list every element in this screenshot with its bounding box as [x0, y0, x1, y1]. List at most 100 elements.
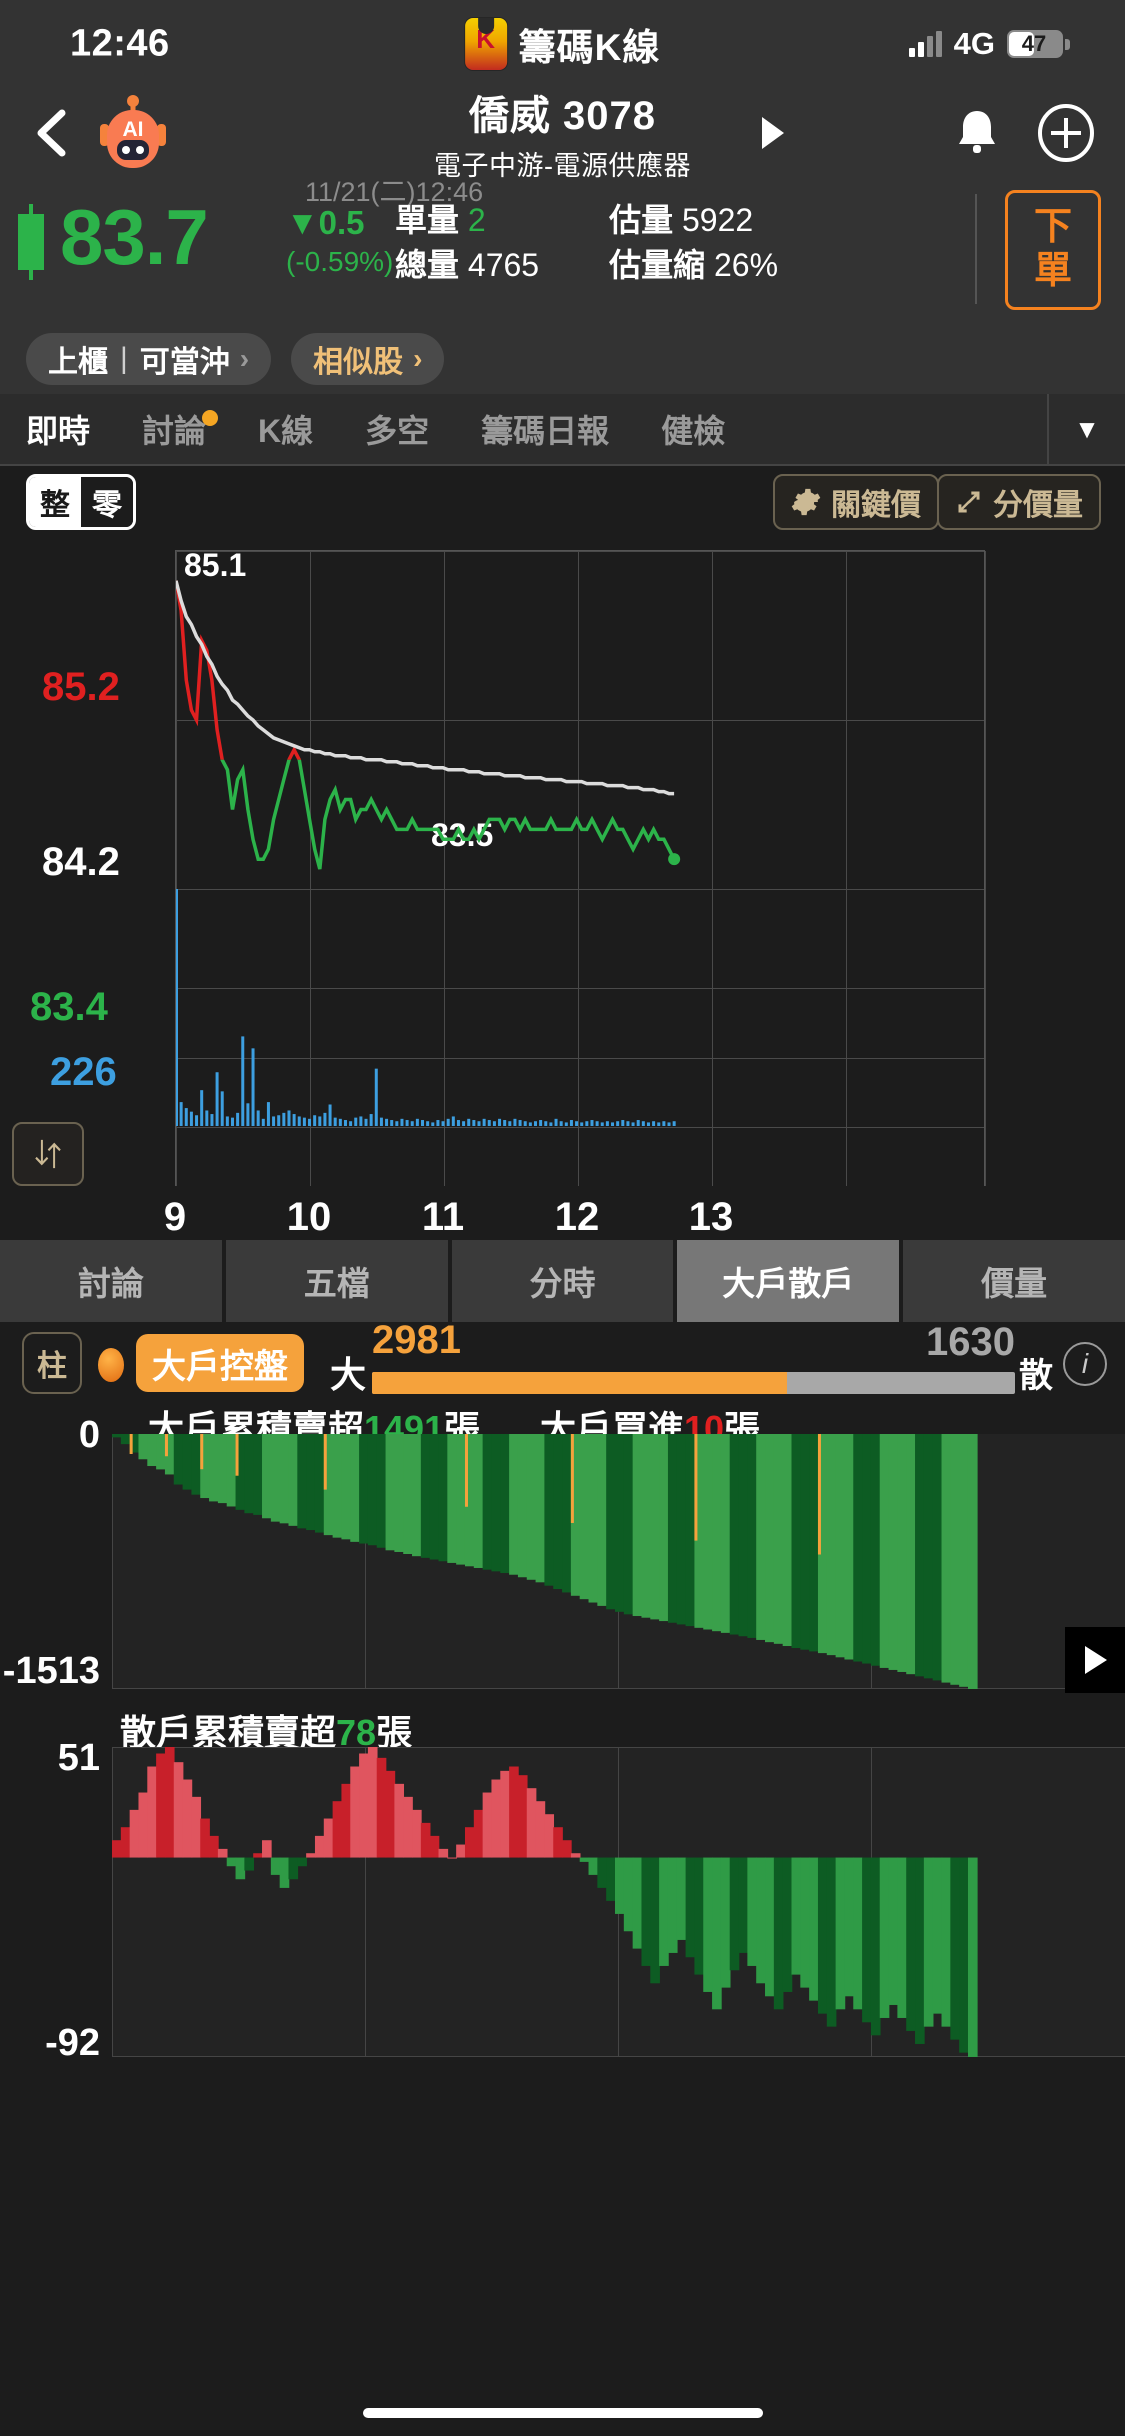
sub-tab-bar: 討論 五檔 分時 大戶散戶 價量 [0, 1240, 1125, 1322]
quote-stats: 單量 2 總量 4765 估量 5922 估量縮 26% [395, 198, 778, 289]
small-axis-top: 51 [57, 1737, 100, 1779]
add-to-watchlist-button[interactable] [1037, 104, 1095, 162]
order-button-label-2: 單 [1033, 250, 1072, 292]
quote-stats-col-2: 估量 5922 估量縮 26% [609, 198, 778, 289]
price-change-block: ▼0.5 (-0.59%) [286, 204, 393, 278]
nav-bar: AI 僑威 3078 電子中游-電源供應器 [0, 88, 1125, 181]
big-investor-control-pill[interactable]: 大戶控盤 [136, 1334, 304, 1392]
quote-panel: 83.7 ▼0.5 (-0.59%) 11/21(二)12:46 單量 2 總量… [0, 177, 1125, 324]
price-chart[interactable]: 83.4 84.2 85.2 226 85.1 83.5 9 10 11 [0, 540, 1125, 1240]
tag-similar-stocks[interactable]: 相似股 › [291, 333, 445, 385]
big-axis-top: 0 [78, 1414, 100, 1456]
ai-assistant-button[interactable]: AI [98, 94, 168, 172]
next-stock-button[interactable] [760, 113, 800, 153]
alert-button[interactable] [949, 105, 1005, 161]
tab-chip-daily[interactable]: 籌碼日報 [481, 413, 610, 449]
big-investor-plot[interactable] [112, 1434, 1125, 1689]
subtab-price-volume[interactable]: 價量 [903, 1240, 1125, 1322]
small-investor-plot[interactable] [112, 1747, 1125, 2057]
x-tick: 10 [286, 1195, 332, 1239]
key-price-label: 關鍵價 [831, 489, 921, 522]
price-change: ▼0.5 [286, 204, 365, 241]
chart-toolbar: 整 零 關鍵價 分價量 [0, 466, 1125, 540]
order-button-label-1: 下 [1033, 206, 1072, 249]
candle-indicator-icon [18, 204, 44, 280]
stat-row: 估量 5922 [609, 202, 754, 238]
expand-arrows-icon [958, 491, 980, 513]
big-axis-bottom: -1513 [2, 1650, 100, 1692]
x-tick: 13 [688, 1195, 734, 1239]
tab-longshort[interactable]: 多空 [365, 413, 430, 449]
axis-label-volume-max: 226 [50, 1050, 117, 1094]
tab-healthcheck[interactable]: 健檢 [661, 413, 726, 449]
big-side-label: 大 [330, 1354, 367, 1395]
order-button[interactable]: 下 單 [1005, 190, 1101, 310]
tag-market-label: 上櫃 [48, 346, 108, 379]
lot-type-segment[interactable]: 整 零 [26, 474, 136, 530]
tab-expand-button[interactable]: ▼ [1047, 394, 1125, 464]
status-led-icon [98, 1348, 124, 1382]
tag-separator: | [120, 342, 128, 375]
status-right-cluster: 4G 47 [908, 26, 1070, 62]
last-price: 83.7 [60, 193, 209, 281]
segment-odd-lot[interactable]: 零 [81, 477, 133, 527]
home-indicator [362, 2408, 763, 2418]
chevron-down-icon: ▼ [1074, 413, 1100, 444]
stat-row: 估量縮 26% [609, 247, 779, 284]
tab-instant[interactable]: 即時 [26, 413, 91, 449]
subtab-big-small-investor[interactable]: 大戶散戶 [677, 1240, 900, 1322]
tag-daytrade-label: 可當沖 [139, 346, 230, 379]
big-side-value: 2981 [372, 1318, 461, 1362]
key-price-button[interactable]: 關鍵價 [773, 474, 939, 530]
tab-discussion[interactable]: 討論 [116, 406, 232, 452]
nav-title-block[interactable]: 僑威 3078 電子中游-電源供應器 [434, 83, 691, 183]
subtab-five-levels[interactable]: 五檔 [225, 1240, 448, 1322]
status-bar: 12:46 籌碼K線 4G 47 [0, 0, 1125, 88]
gear-icon [791, 488, 821, 516]
chevron-right-icon: › [413, 343, 423, 374]
segment-whole-lot[interactable]: 整 [29, 477, 81, 527]
chevron-right-icon: › [239, 343, 250, 374]
subtab-discussion[interactable]: 討論 [0, 1240, 222, 1322]
svg-text:AI: AI [123, 118, 144, 141]
status-time: 12:46 [70, 22, 170, 65]
axis-label-high: 85.2 [42, 665, 120, 709]
price-volume-label: 分價量 [993, 489, 1083, 522]
quote-timestamp: 11/21(二)12:46 [305, 177, 484, 207]
battery-icon: 47 [1007, 30, 1070, 58]
price-plot-area[interactable]: 85.1 83.5 [175, 547, 986, 1186]
small-side-label: 散 [1019, 1357, 1053, 1395]
sort-toggle-button[interactable] [12, 1122, 84, 1186]
play-icon [1085, 1646, 1107, 1674]
axis-label-low: 83.4 [30, 985, 108, 1029]
big-small-ratio-bar [372, 1372, 1015, 1394]
x-axis-labels: 9 10 11 12 13 [164, 1195, 985, 1255]
bell-icon [959, 111, 995, 153]
price-volume-button[interactable]: 分價量 [937, 474, 1101, 530]
network-type: 4G [953, 26, 995, 61]
tag-market-daytrade[interactable]: 上櫃 | 可當沖 › [26, 333, 272, 385]
axis-label-mid: 84.2 [42, 840, 120, 884]
small-axis-bottom: -92 [45, 2022, 100, 2064]
tag-similar-label: 相似股 [313, 346, 404, 379]
tab-kline[interactable]: K線 [258, 413, 314, 449]
bar-mode-button[interactable]: 柱 [22, 1332, 82, 1394]
back-button[interactable] [16, 98, 86, 168]
x-tick: 11 [421, 1195, 465, 1239]
notification-dot-icon [202, 410, 219, 426]
main-tab-bar: 即時 討論 K線 多空 籌碼日報 健檢 ▼ [0, 394, 1125, 466]
x-tick: 12 [554, 1195, 600, 1239]
play-button[interactable] [1065, 1627, 1125, 1693]
stock-sector-subtitle: 電子中游-電源供應器 [434, 151, 691, 181]
quote-stats-col-1: 單量 2 總量 4765 [395, 198, 539, 289]
info-icon[interactable]: i [1063, 1342, 1107, 1386]
subtab-time-share[interactable]: 分時 [451, 1240, 674, 1322]
inner-label-high: 85.1 [184, 547, 247, 583]
play-right-icon [762, 117, 784, 149]
signal-icon [908, 31, 942, 57]
status-app-indicator: 籌碼K線 [464, 17, 661, 71]
sort-arrows-icon [35, 1139, 61, 1169]
price-change-percent: (-0.59%) [286, 246, 394, 277]
quote-divider [975, 194, 977, 304]
small-investor-area-svg [112, 1747, 978, 2057]
